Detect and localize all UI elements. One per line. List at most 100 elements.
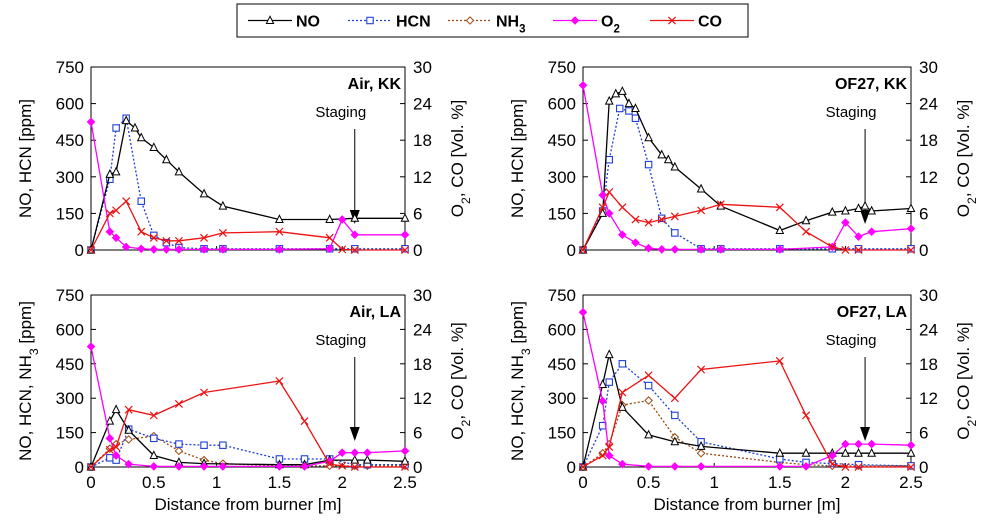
staging-annotation: Staging bbox=[315, 332, 366, 349]
data-point-o2 bbox=[149, 245, 159, 254]
series-no bbox=[578, 349, 916, 471]
y-left-label: NO, HCN, NH3 [ppm] bbox=[508, 301, 533, 461]
data-point-co bbox=[86, 462, 96, 472]
data-point-o2 bbox=[854, 439, 863, 449]
data-point-o2 bbox=[618, 230, 627, 240]
x-tick-label: 0 bbox=[86, 473, 95, 492]
legend-marker bbox=[667, 16, 677, 25]
data-point-co bbox=[670, 212, 679, 221]
data-point-no bbox=[121, 115, 131, 125]
data-point-co bbox=[828, 460, 837, 469]
y-right-label: O2, CO [Vol. %] bbox=[448, 322, 473, 439]
y-left-tick-label: 150 bbox=[56, 424, 84, 443]
data-point-o2 bbox=[337, 215, 347, 224]
y-right-tick-label: 0 bbox=[919, 241, 928, 260]
y-right-tick-label: 24 bbox=[919, 95, 938, 114]
x-tick-label: 1.5 bbox=[268, 473, 292, 492]
data-point-no bbox=[130, 122, 140, 132]
data-point-co bbox=[854, 245, 863, 255]
x-axis-label: Distance from burner [m] bbox=[154, 495, 341, 514]
y-left-tick-label: 450 bbox=[548, 355, 576, 374]
series-co bbox=[578, 356, 916, 472]
data-point-hcn bbox=[907, 462, 915, 470]
legend-item-hcn: HCN bbox=[348, 14, 431, 31]
data-point-co bbox=[105, 209, 114, 218]
legend-label: NO bbox=[296, 14, 320, 31]
y-left-tick-label: 0 bbox=[567, 458, 576, 477]
staging-annotation: Staging bbox=[315, 104, 366, 121]
data-point-no bbox=[611, 88, 621, 98]
data-point-hcn bbox=[175, 440, 183, 448]
data-point-no bbox=[696, 183, 706, 193]
data-point-o2 bbox=[86, 342, 96, 351]
data-point-o2 bbox=[218, 462, 228, 471]
data-point-o2 bbox=[105, 227, 115, 237]
series-line-o2 bbox=[582, 85, 912, 251]
data-point-co bbox=[174, 236, 183, 245]
data-point-no bbox=[696, 441, 706, 450]
data-point-no bbox=[644, 429, 654, 439]
data-point-co bbox=[112, 442, 121, 451]
y-left-tick-label: 450 bbox=[548, 131, 576, 150]
panel-title: OF27, LA bbox=[837, 304, 908, 321]
data-point-no bbox=[801, 215, 811, 225]
data-point-o2 bbox=[275, 245, 284, 254]
data-point-nh3 bbox=[174, 446, 184, 456]
y-left-tick-label: 150 bbox=[548, 204, 576, 223]
data-point-o2 bbox=[598, 396, 607, 406]
x-tick-label: 1 bbox=[212, 473, 221, 492]
legend-label: O2 bbox=[601, 14, 620, 36]
data-point-co bbox=[906, 245, 916, 255]
data-point-no bbox=[111, 166, 121, 176]
data-point-no bbox=[670, 161, 680, 171]
y-right-tick-label: 18 bbox=[413, 131, 432, 150]
data-point-no bbox=[598, 208, 608, 217]
y-left-tick-label: 600 bbox=[56, 95, 84, 114]
data-point-no bbox=[111, 404, 121, 414]
data-point-co bbox=[697, 365, 706, 374]
y-right-tick-label: 30 bbox=[919, 58, 938, 77]
data-point-o2 bbox=[841, 439, 850, 449]
y-left-label: NO, HCN [ppm] bbox=[508, 99, 527, 218]
data-point-o2 bbox=[400, 230, 410, 240]
y-left-label: NO, HCN [ppm] bbox=[16, 99, 35, 218]
y-right-tick-label: 18 bbox=[919, 131, 938, 150]
data-point-no bbox=[161, 154, 171, 164]
data-point-o2 bbox=[121, 242, 131, 252]
data-point-no bbox=[840, 447, 850, 457]
data-point-no bbox=[657, 149, 667, 159]
series-line-hcn bbox=[90, 116, 405, 251]
data-point-no bbox=[775, 447, 785, 457]
legend-item-co: CO bbox=[650, 14, 722, 31]
data-point-o2 bbox=[105, 434, 115, 443]
data-point-no bbox=[124, 424, 134, 434]
data-point-no bbox=[801, 447, 811, 457]
data-point-o2 bbox=[775, 245, 785, 254]
data-point-no bbox=[604, 95, 614, 105]
data-point-hcn bbox=[137, 197, 145, 205]
data-point-co bbox=[218, 228, 227, 237]
y-right-tick-label: 30 bbox=[413, 58, 432, 77]
y-right-tick-label: 6 bbox=[919, 424, 928, 443]
series-o2 bbox=[578, 80, 916, 254]
data-point-no bbox=[827, 206, 837, 216]
x-tick-label: 2 bbox=[841, 473, 850, 492]
series-no bbox=[578, 86, 916, 254]
data-point-co bbox=[578, 462, 588, 472]
data-point-o2 bbox=[218, 245, 228, 254]
data-point-o2 bbox=[162, 245, 171, 254]
data-point-nh3 bbox=[124, 435, 133, 444]
data-point-co bbox=[400, 245, 410, 255]
data-point-o2 bbox=[275, 462, 284, 471]
y-left-tick-label: 0 bbox=[567, 241, 576, 260]
data-point-hcn bbox=[219, 441, 227, 449]
y-right-label: O2, CO [Vol. %] bbox=[954, 100, 979, 217]
data-point-co bbox=[300, 417, 309, 426]
legend-marker bbox=[265, 15, 275, 24]
data-point-co bbox=[350, 245, 359, 255]
series-line-co bbox=[582, 190, 911, 251]
data-point-co bbox=[105, 445, 114, 454]
series-no bbox=[86, 115, 410, 254]
data-point-o2 bbox=[363, 448, 372, 457]
